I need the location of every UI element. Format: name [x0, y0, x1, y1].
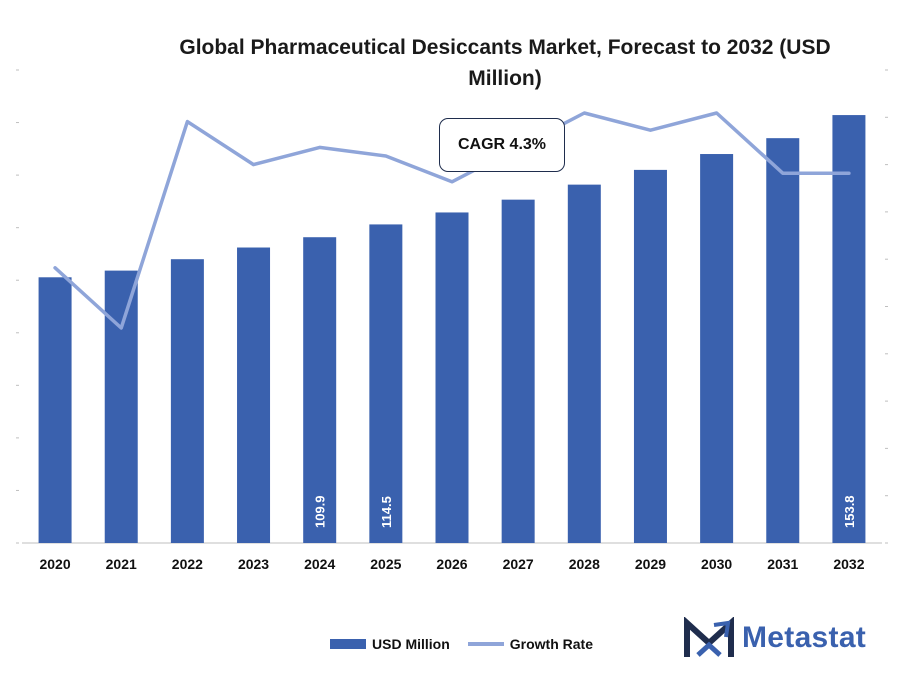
x-tick-label-2023: 2023 — [238, 556, 269, 572]
x-tick-label-2026: 2026 — [436, 556, 467, 572]
legend-bar-swatch — [330, 639, 366, 649]
left-axis-ticks — [16, 69, 19, 544]
brand-name: Metastat — [742, 621, 867, 654]
metastat-logo-icon — [684, 617, 734, 657]
bar-series — [38, 115, 866, 544]
x-axis-tick-labels: 2020 2021 2022 2023 2024 2025 2026 2027 2028 2029… — [39, 556, 864, 572]
x-tick-label-2029: 2029 — [635, 556, 666, 572]
legend-bar-label: USD Million — [372, 636, 450, 652]
data-label-2032: 153.8 — [842, 495, 857, 528]
cagr-callout: CAGR 4.3% — [439, 118, 565, 172]
bar-data-labels: 109.9 114.5 153.8 — [313, 495, 857, 528]
bar-2024 — [303, 237, 337, 543]
bar-2026 — [435, 212, 469, 543]
bar-2020 — [38, 277, 72, 543]
bar-2028 — [567, 184, 601, 543]
x-tick-label-2020: 2020 — [39, 556, 70, 572]
legend-line-label: Growth Rate — [509, 636, 594, 652]
bar-2022 — [170, 259, 204, 543]
x-tick-label-2028: 2028 — [569, 556, 600, 572]
x-tick-label-2024: 2024 — [304, 556, 335, 572]
x-tick-label-2030: 2030 — [701, 556, 732, 572]
x-tick-label-2022: 2022 — [172, 556, 203, 572]
chart-title: Global Pharmaceutical Desiccants Market,… — [179, 36, 831, 90]
legend: USD Million Growth Rate — [330, 636, 593, 652]
right-axis-ticks — [885, 69, 888, 544]
brand-logo: Metastat — [684, 617, 866, 659]
bar-2021 — [104, 270, 138, 543]
legend-line-swatch — [467, 642, 504, 646]
bar-2025 — [369, 224, 403, 543]
bar-2032 — [832, 115, 866, 543]
data-label-2024: 109.9 — [313, 495, 328, 528]
bar-2027 — [501, 199, 535, 543]
x-tick-label-2031: 2031 — [767, 556, 798, 572]
x-tick-label-2032: 2032 — [833, 556, 864, 572]
bar-2031 — [766, 138, 800, 543]
data-label-2025: 114.5 — [379, 496, 394, 528]
x-tick-label-2025: 2025 — [370, 556, 401, 572]
bar-2023 — [237, 247, 271, 544]
x-tick-label-2027: 2027 — [503, 556, 534, 572]
bar-2030 — [700, 154, 734, 544]
x-tick-label-2021: 2021 — [106, 556, 137, 572]
bar-2029 — [633, 169, 667, 543]
